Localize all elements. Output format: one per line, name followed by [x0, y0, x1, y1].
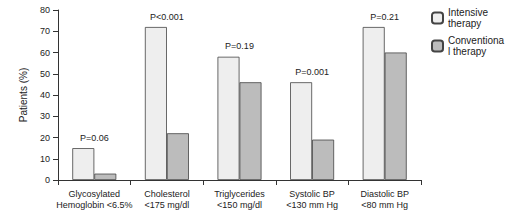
svg-text:Patients (%): Patients (%): [18, 68, 29, 122]
svg-text:<150 mg/dl: <150 mg/dl: [217, 200, 262, 210]
svg-text:therapy: therapy: [448, 18, 481, 29]
svg-text:60: 60: [40, 48, 50, 58]
svg-text:30: 30: [40, 111, 50, 121]
svg-text:40: 40: [40, 90, 50, 100]
svg-text:P=0.19: P=0.19: [225, 41, 254, 51]
svg-text:P<0.001: P<0.001: [150, 12, 184, 22]
svg-text:20: 20: [40, 133, 50, 143]
svg-text:Hemoglobin <6.5%: Hemoglobin <6.5%: [56, 200, 132, 210]
svg-text:<80 mm Hg: <80 mm Hg: [361, 200, 408, 210]
svg-text:Diastolic BP: Diastolic BP: [360, 189, 409, 199]
svg-text:Triglycerides: Triglycerides: [214, 189, 265, 199]
svg-text:<175 mg/dl: <175 mg/dl: [145, 200, 190, 210]
svg-text:P=0.21: P=0.21: [370, 12, 399, 22]
svg-text:10: 10: [40, 154, 50, 164]
svg-text:70: 70: [40, 26, 50, 36]
svg-text:Systolic BP: Systolic BP: [289, 189, 335, 199]
svg-text:50: 50: [40, 69, 50, 79]
svg-text:Intensive: Intensive: [448, 7, 491, 18]
svg-text:l therapy: l therapy: [448, 46, 486, 57]
svg-text:80: 80: [40, 5, 50, 15]
svg-text:Cholesterol: Cholesterol: [144, 189, 190, 199]
svg-text:Glycosylated: Glycosylated: [69, 189, 121, 199]
svg-text:P=0.001: P=0.001: [295, 67, 329, 77]
svg-text:Conventiona: Conventiona: [448, 35, 505, 46]
svg-text:P=0.06: P=0.06: [80, 133, 109, 143]
svg-text:<130 mm Hg: <130 mm Hg: [286, 200, 338, 210]
svg-text:0: 0: [45, 175, 50, 185]
